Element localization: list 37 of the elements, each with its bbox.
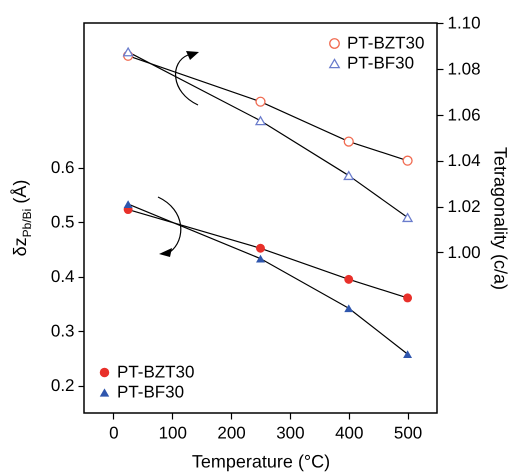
- x-tick-label: 300: [276, 424, 305, 442]
- point: [344, 304, 354, 312]
- point: [124, 200, 133, 208]
- y2-tick-label: 1.06: [448, 105, 481, 124]
- y2-axis-title: Tetragonality (c/a): [490, 146, 511, 290]
- point: [256, 244, 265, 253]
- x-tick-label: 400: [335, 424, 364, 442]
- x-tick-label: 200: [217, 424, 246, 442]
- point: [255, 116, 266, 126]
- x-tick-label: 100: [158, 424, 187, 442]
- legend-label: PT-BF30: [117, 382, 184, 402]
- point: [402, 213, 413, 222]
- y-tick-label: 0.6: [50, 158, 74, 178]
- point: [123, 47, 134, 56]
- point: [344, 171, 354, 180]
- point: [344, 136, 354, 147]
- legend-label: PT-BZT30: [347, 34, 424, 52]
- legend-label: PT-BZT30: [117, 362, 194, 382]
- y2-tick-label: 1.00: [448, 242, 481, 262]
- point: [402, 156, 413, 166]
- y2-tick-label: 1.10: [448, 14, 481, 32]
- point: [256, 254, 265, 263]
- point: [255, 96, 266, 107]
- y-tick-label: 0.3: [50, 322, 74, 341]
- point: [403, 293, 412, 302]
- point: [344, 274, 354, 284]
- y2-tick-label: 1.04: [448, 151, 481, 170]
- legend-label: PT-BF30: [347, 54, 414, 72]
- x-tick-label: 0: [109, 424, 119, 442]
- point: [403, 350, 412, 358]
- y-tick-label: 0.5: [50, 212, 74, 232]
- y2-tick-label: 1.08: [448, 59, 481, 78]
- y-tick-label: 0.2: [50, 376, 74, 396]
- y-tick-label: 0.4: [50, 267, 74, 286]
- y2-tick-label: 1.02: [448, 197, 481, 216]
- x-axis-title: Temperature (°C): [192, 452, 330, 472]
- x-tick-label: 500: [394, 424, 422, 442]
